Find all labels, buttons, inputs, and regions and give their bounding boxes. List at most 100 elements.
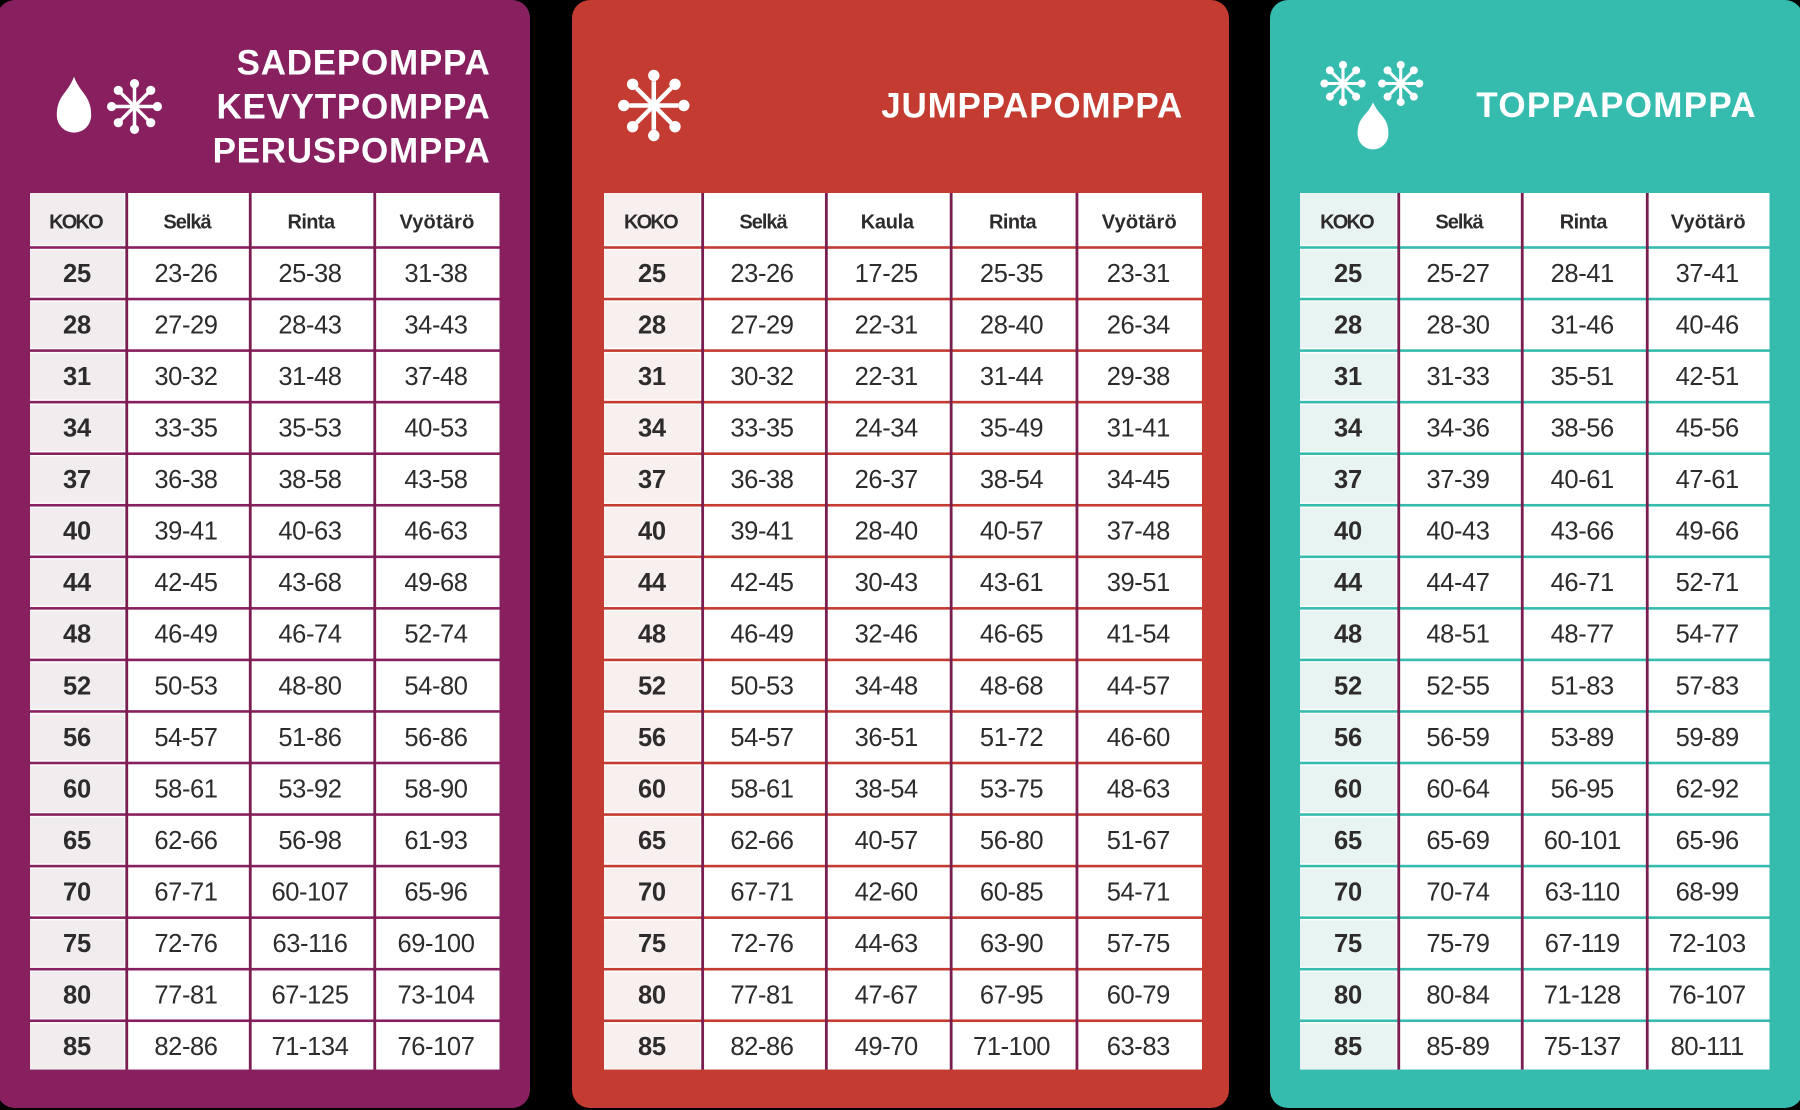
svg-text:36-38: 36-38 [154,466,217,494]
svg-text:42-60: 42-60 [855,878,918,906]
svg-text:80-111: 80-111 [1671,1033,1744,1061]
svg-text:Rinta: Rinta [1560,211,1608,233]
svg-text:56: 56 [63,724,91,752]
svg-text:80-84: 80-84 [1426,982,1489,1010]
svg-text:31: 31 [638,363,666,391]
svg-text:51-86: 51-86 [278,724,341,752]
svg-text:KOKO: KOKO [49,211,103,233]
svg-text:65: 65 [638,827,666,855]
svg-text:43-66: 43-66 [1551,518,1614,546]
svg-text:56-80: 56-80 [980,827,1043,855]
svg-text:SADEPOMPPA: SADEPOMPPA [237,44,491,83]
svg-text:53-89: 53-89 [1551,724,1614,752]
svg-text:JUMPPAPOMPPA: JUMPPAPOMPPA [881,87,1183,126]
svg-text:46-49: 46-49 [730,621,793,649]
svg-text:68-99: 68-99 [1676,878,1739,906]
svg-text:52-71: 52-71 [1676,569,1739,597]
svg-text:85: 85 [1334,1033,1362,1061]
svg-text:60: 60 [638,775,666,803]
svg-text:50-53: 50-53 [154,672,217,700]
svg-text:63-90: 63-90 [980,930,1043,958]
svg-text:71-100: 71-100 [973,1033,1050,1061]
svg-text:28: 28 [63,311,91,339]
svg-text:Vyötärö: Vyötärö [399,211,474,233]
svg-text:69-100: 69-100 [397,930,474,958]
svg-text:PERUSPOMPPA: PERUSPOMPPA [213,132,491,171]
svg-text:54-80: 54-80 [404,672,467,700]
svg-text:28-43: 28-43 [278,311,341,339]
svg-text:72-76: 72-76 [154,930,217,958]
svg-text:37: 37 [1334,466,1362,494]
svg-text:70: 70 [1334,878,1362,906]
svg-text:56: 56 [1334,724,1362,752]
svg-text:59-89: 59-89 [1676,724,1739,752]
svg-text:28: 28 [1334,311,1362,339]
svg-text:37-41: 37-41 [1676,260,1739,288]
svg-text:39-51: 39-51 [1107,569,1170,597]
svg-text:43-68: 43-68 [278,569,341,597]
svg-text:57-75: 57-75 [1107,930,1170,958]
svg-text:42-51: 42-51 [1676,363,1739,391]
svg-text:23-31: 23-31 [1107,260,1170,288]
svg-text:62-66: 62-66 [154,827,217,855]
svg-text:56-98: 56-98 [278,827,341,855]
svg-text:35-53: 35-53 [278,415,341,443]
svg-text:48-51: 48-51 [1426,621,1489,649]
svg-text:37-48: 37-48 [404,363,467,391]
svg-text:44-57: 44-57 [1107,672,1170,700]
svg-text:31-41: 31-41 [1107,415,1170,443]
svg-text:39-41: 39-41 [154,518,217,546]
svg-text:71-128: 71-128 [1544,982,1621,1010]
svg-text:34: 34 [1334,415,1363,443]
svg-text:63-110: 63-110 [1545,878,1620,906]
svg-text:48: 48 [63,621,91,649]
svg-text:38-54: 38-54 [855,775,918,803]
svg-text:54-71: 54-71 [1107,878,1170,906]
svg-text:28-40: 28-40 [980,311,1043,339]
svg-text:31-44: 31-44 [980,363,1043,391]
svg-text:40: 40 [638,518,666,546]
svg-text:Selkä: Selkä [163,211,212,233]
svg-text:44-47: 44-47 [1426,569,1489,597]
svg-text:41-54: 41-54 [1107,621,1170,649]
svg-text:31: 31 [1334,363,1362,391]
svg-text:60-64: 60-64 [1426,775,1489,803]
svg-text:34-45: 34-45 [1107,466,1170,494]
svg-text:51-83: 51-83 [1551,672,1614,700]
svg-text:Kaula: Kaula [861,211,915,233]
svg-text:42-45: 42-45 [730,569,793,597]
svg-text:48: 48 [1334,621,1362,649]
svg-text:31-33: 31-33 [1426,363,1489,391]
svg-text:54-57: 54-57 [154,724,217,752]
svg-text:73-104: 73-104 [397,982,474,1010]
svg-text:26-34: 26-34 [1107,311,1170,339]
svg-text:67-71: 67-71 [154,878,217,906]
svg-text:48-80: 48-80 [278,672,341,700]
svg-text:52-74: 52-74 [404,621,467,649]
svg-text:25: 25 [638,260,666,288]
svg-text:40-57: 40-57 [855,827,918,855]
svg-text:31-46: 31-46 [1551,311,1614,339]
svg-text:51-67: 51-67 [1107,827,1170,855]
svg-text:65: 65 [1334,827,1362,855]
svg-text:65-96: 65-96 [1676,827,1739,855]
svg-text:52: 52 [638,672,666,700]
svg-text:40-61: 40-61 [1551,466,1614,494]
svg-text:44: 44 [638,569,667,597]
svg-text:28-41: 28-41 [1551,260,1614,288]
svg-text:51-72: 51-72 [980,724,1043,752]
svg-text:40-46: 40-46 [1676,311,1739,339]
svg-text:27-29: 27-29 [730,311,793,339]
svg-text:77-81: 77-81 [154,982,217,1010]
svg-text:40: 40 [63,518,91,546]
svg-text:67-125: 67-125 [271,982,348,1010]
svg-text:40: 40 [1334,518,1362,546]
svg-text:65-96: 65-96 [404,878,467,906]
svg-text:75: 75 [63,930,91,958]
svg-text:46-74: 46-74 [278,621,341,649]
svg-text:72-76: 72-76 [730,930,793,958]
svg-text:80: 80 [1334,982,1362,1010]
svg-text:KEVYTPOMPPA: KEVYTPOMPPA [216,88,490,127]
svg-text:49-66: 49-66 [1676,518,1739,546]
svg-text:54-57: 54-57 [730,724,793,752]
